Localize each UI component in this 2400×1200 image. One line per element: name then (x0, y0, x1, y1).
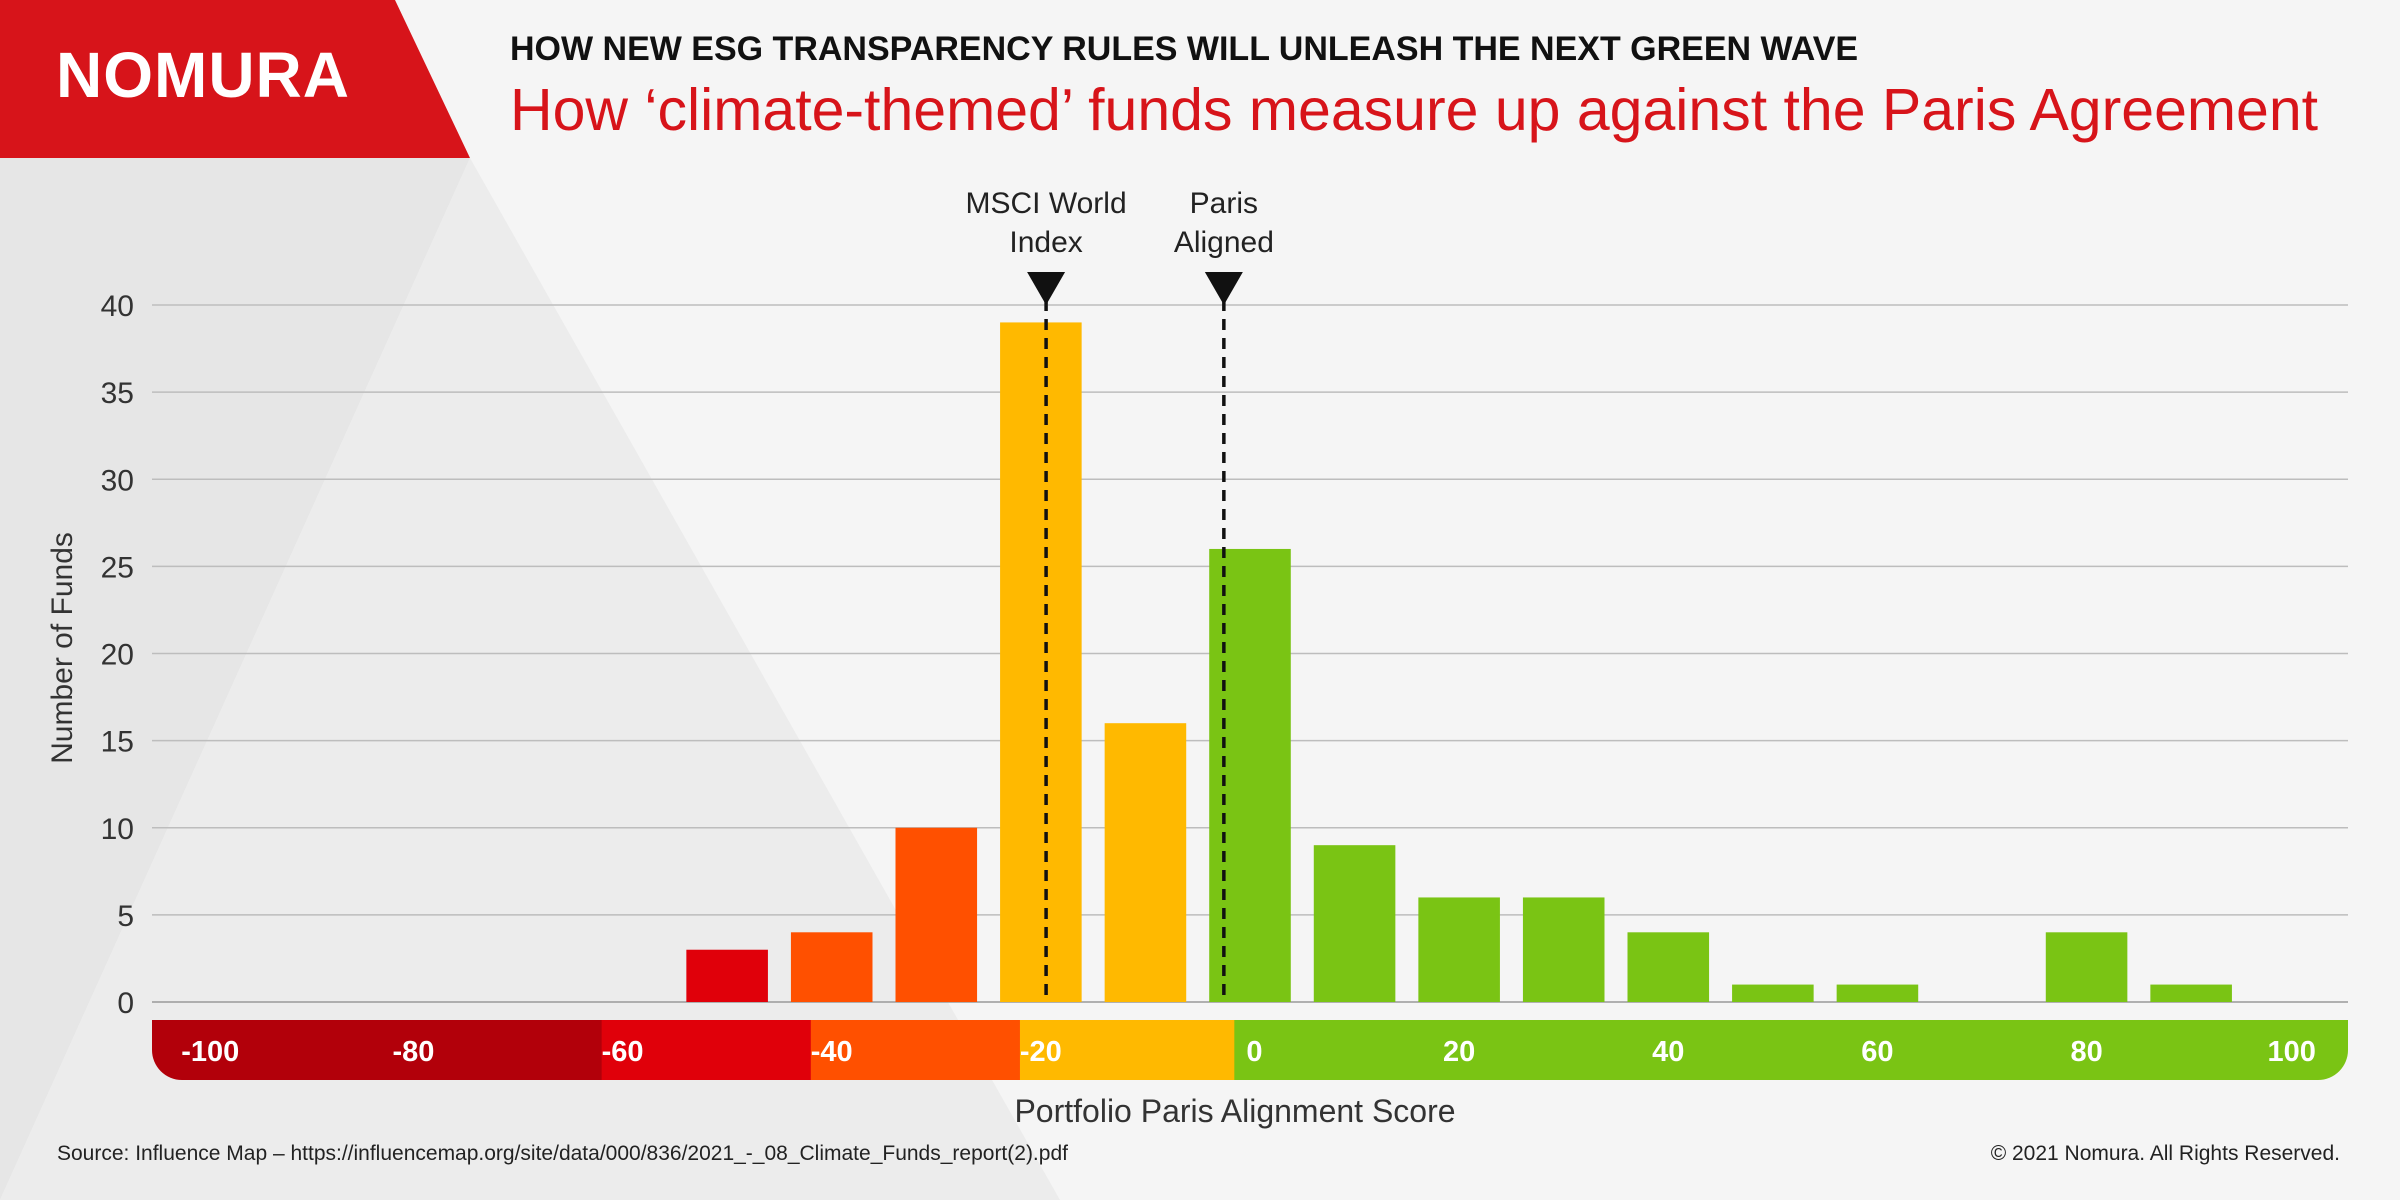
copyright-note: © 2021 Nomura. All Rights Reserved. (1990, 1142, 2340, 1165)
bar (1000, 322, 1082, 1002)
bar (2150, 984, 2232, 1002)
bar (895, 827, 978, 1002)
score-band-segment (601, 1020, 812, 1080)
logo-banner (0, 0, 470, 158)
bar (1418, 897, 1500, 1002)
reference-marker-triangle (1204, 272, 1243, 305)
reference-label: Index (1009, 226, 1082, 259)
score-scale-label: 20 (1443, 1036, 1475, 1068)
y-tick-labels: 0 5 10 15 20 25 30 35 40 (101, 290, 134, 1020)
y-tick-label: 35 (101, 377, 134, 410)
score-scale-label: -80 (392, 1036, 434, 1068)
y-tick-label: 30 (101, 464, 134, 497)
y-axis-label: Number of Funds (46, 532, 79, 764)
bar (790, 932, 873, 1002)
score-scale-label: -100 (181, 1036, 239, 1068)
score-scale-band (152, 1020, 2348, 1080)
y-tick-label: 25 (101, 551, 134, 584)
score-band-segment (810, 1020, 1021, 1080)
score-band-segment (1234, 1020, 2348, 1080)
y-tick-label: 15 (101, 726, 134, 759)
bar (1732, 984, 1814, 1002)
y-tick-label: 20 (101, 639, 134, 672)
score-scale-label: 80 (2070, 1036, 2102, 1068)
bars (686, 322, 2232, 1002)
score-band-segment (1019, 1020, 1236, 1080)
bar (1104, 723, 1187, 1002)
reference-marker-triangle (1027, 272, 1066, 305)
score-scale-label: 60 (1861, 1036, 1893, 1068)
header-kicker: HOW NEW ESG TRANSPARENCY RULES WILL UNLE… (510, 30, 1859, 68)
bar (1836, 984, 1919, 1002)
bar (1522, 897, 1605, 1002)
reference-label: Aligned (1174, 226, 1274, 259)
score-scale-label: -40 (811, 1036, 853, 1068)
reference-markers: MSCI World Index Paris Aligned (966, 187, 1274, 1002)
bar (2045, 932, 2128, 1002)
reference-label: MSCI World (966, 187, 1127, 220)
score-scale-label: 0 (1246, 1036, 1262, 1068)
score-scale-label: -60 (602, 1036, 644, 1068)
bar (1209, 548, 1291, 1002)
reference-label: Paris (1190, 187, 1258, 220)
page-title: How ‘climate-themed’ funds measure up ag… (510, 77, 2319, 143)
bar (686, 949, 768, 1002)
x-axis-label: Portfolio Paris Alignment Score (1014, 1093, 1455, 1129)
y-tick-label: 10 (101, 813, 134, 846)
bar (1627, 932, 1710, 1002)
bar (1313, 845, 1396, 1002)
score-scale-label: 100 (2268, 1036, 2316, 1068)
nomura-logo: NOMURA (56, 39, 350, 111)
score-scale-labels: -100 -80 -60 -40 -20 0 20 40 60 80 100 (181, 1036, 2316, 1068)
score-scale-label: -20 (1020, 1036, 1062, 1068)
score-band-segment (152, 1020, 603, 1080)
y-tick-label: 0 (117, 987, 134, 1020)
y-tick-label: 40 (101, 290, 134, 323)
y-tick-label: 5 (117, 900, 134, 933)
source-note: Source: Influence Map – https://influenc… (57, 1142, 1068, 1165)
score-scale-label: 40 (1652, 1036, 1684, 1068)
